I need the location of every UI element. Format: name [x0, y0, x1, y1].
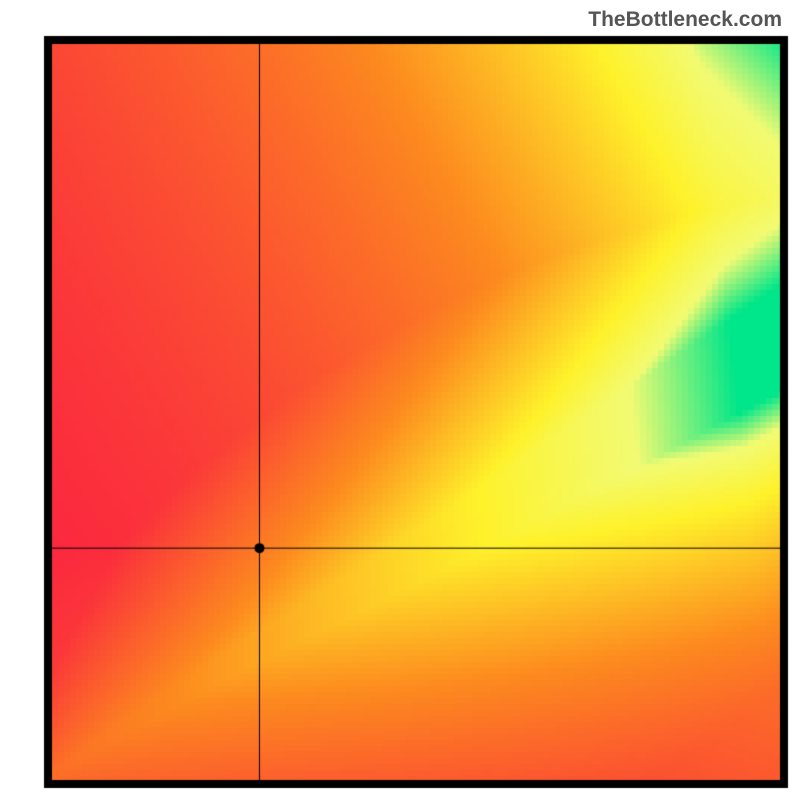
watermark-text: TheBottleneck.com — [588, 8, 782, 32]
chart-container: TheBottleneck.com — [0, 0, 800, 800]
heatmap-canvas — [0, 0, 800, 800]
